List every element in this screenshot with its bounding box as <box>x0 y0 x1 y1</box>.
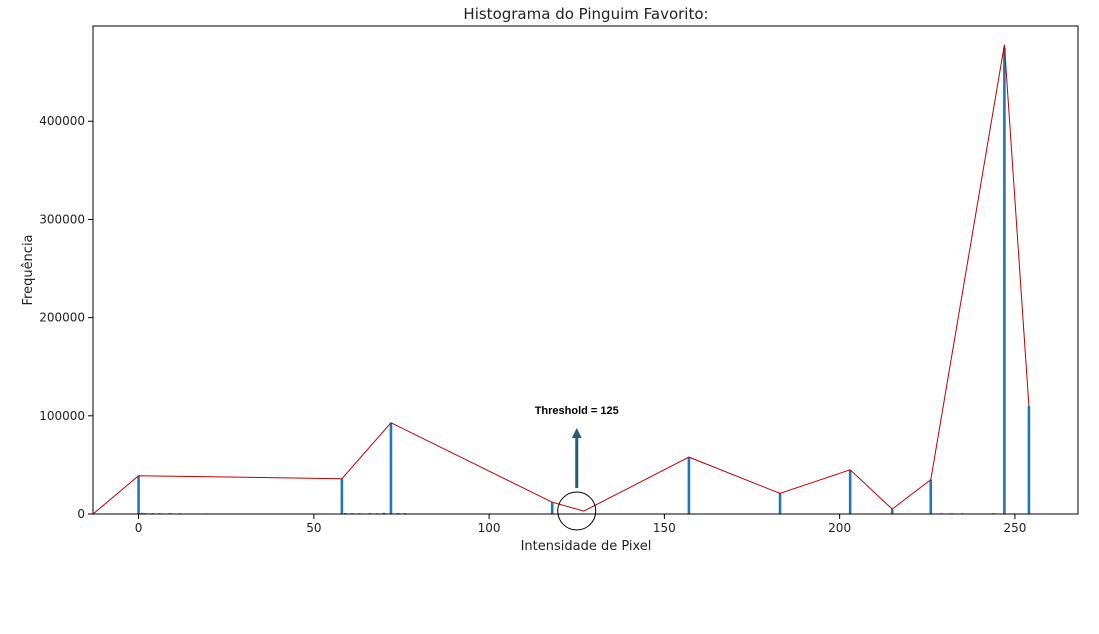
x-tick-label: 250 <box>1003 521 1026 535</box>
bars-layer <box>137 47 1031 515</box>
x-axis-label: Intensidade de Pixel <box>521 539 652 554</box>
x-tick-label: 150 <box>653 521 676 535</box>
y-tick-label: 100000 <box>39 409 85 423</box>
histogram-bar <box>382 512 386 515</box>
histogram-bar <box>929 479 933 514</box>
histogram-bar <box>1027 405 1031 514</box>
threshold-label: Threshold = 125 <box>535 405 619 417</box>
histogram-bar <box>778 493 782 514</box>
y-tick-label: 0 <box>77 507 85 521</box>
envelope-line <box>92 44 1030 515</box>
threshold-annotation: Threshold = 125 <box>535 405 619 531</box>
plot-frame <box>92 25 1079 515</box>
histogram-bar <box>340 478 344 514</box>
y-axis: 0 100000 200000 300000 400000 <box>39 114 93 521</box>
y-tick-label: 200000 <box>39 311 85 325</box>
y-axis-label: Frequência <box>21 234 36 305</box>
x-tick-label: 200 <box>828 521 851 535</box>
x-tick-label: 50 <box>306 521 321 535</box>
x-tick-label: 100 <box>478 521 501 535</box>
histogram-bar <box>550 502 554 514</box>
histogram-bar <box>848 469 852 514</box>
histogram-bar <box>1003 47 1006 514</box>
envelope-layer <box>92 44 1030 515</box>
histogram-bar <box>890 509 894 514</box>
x-tick-label: 0 <box>135 521 143 535</box>
threshold-circle <box>557 491 597 531</box>
histogram-bar <box>389 422 393 514</box>
histogram-bar <box>140 512 144 515</box>
threshold-arrow-head <box>571 428 582 438</box>
histogram-bar <box>137 475 140 514</box>
histogram-bar <box>687 457 691 514</box>
chart-title: Histograma do Pinguim Favorito: <box>463 5 708 23</box>
y-tick-label: 300000 <box>39 212 85 226</box>
y-tick-label: 400000 <box>39 114 85 128</box>
x-axis: 0 50 100 150 200 250 <box>135 514 1026 535</box>
